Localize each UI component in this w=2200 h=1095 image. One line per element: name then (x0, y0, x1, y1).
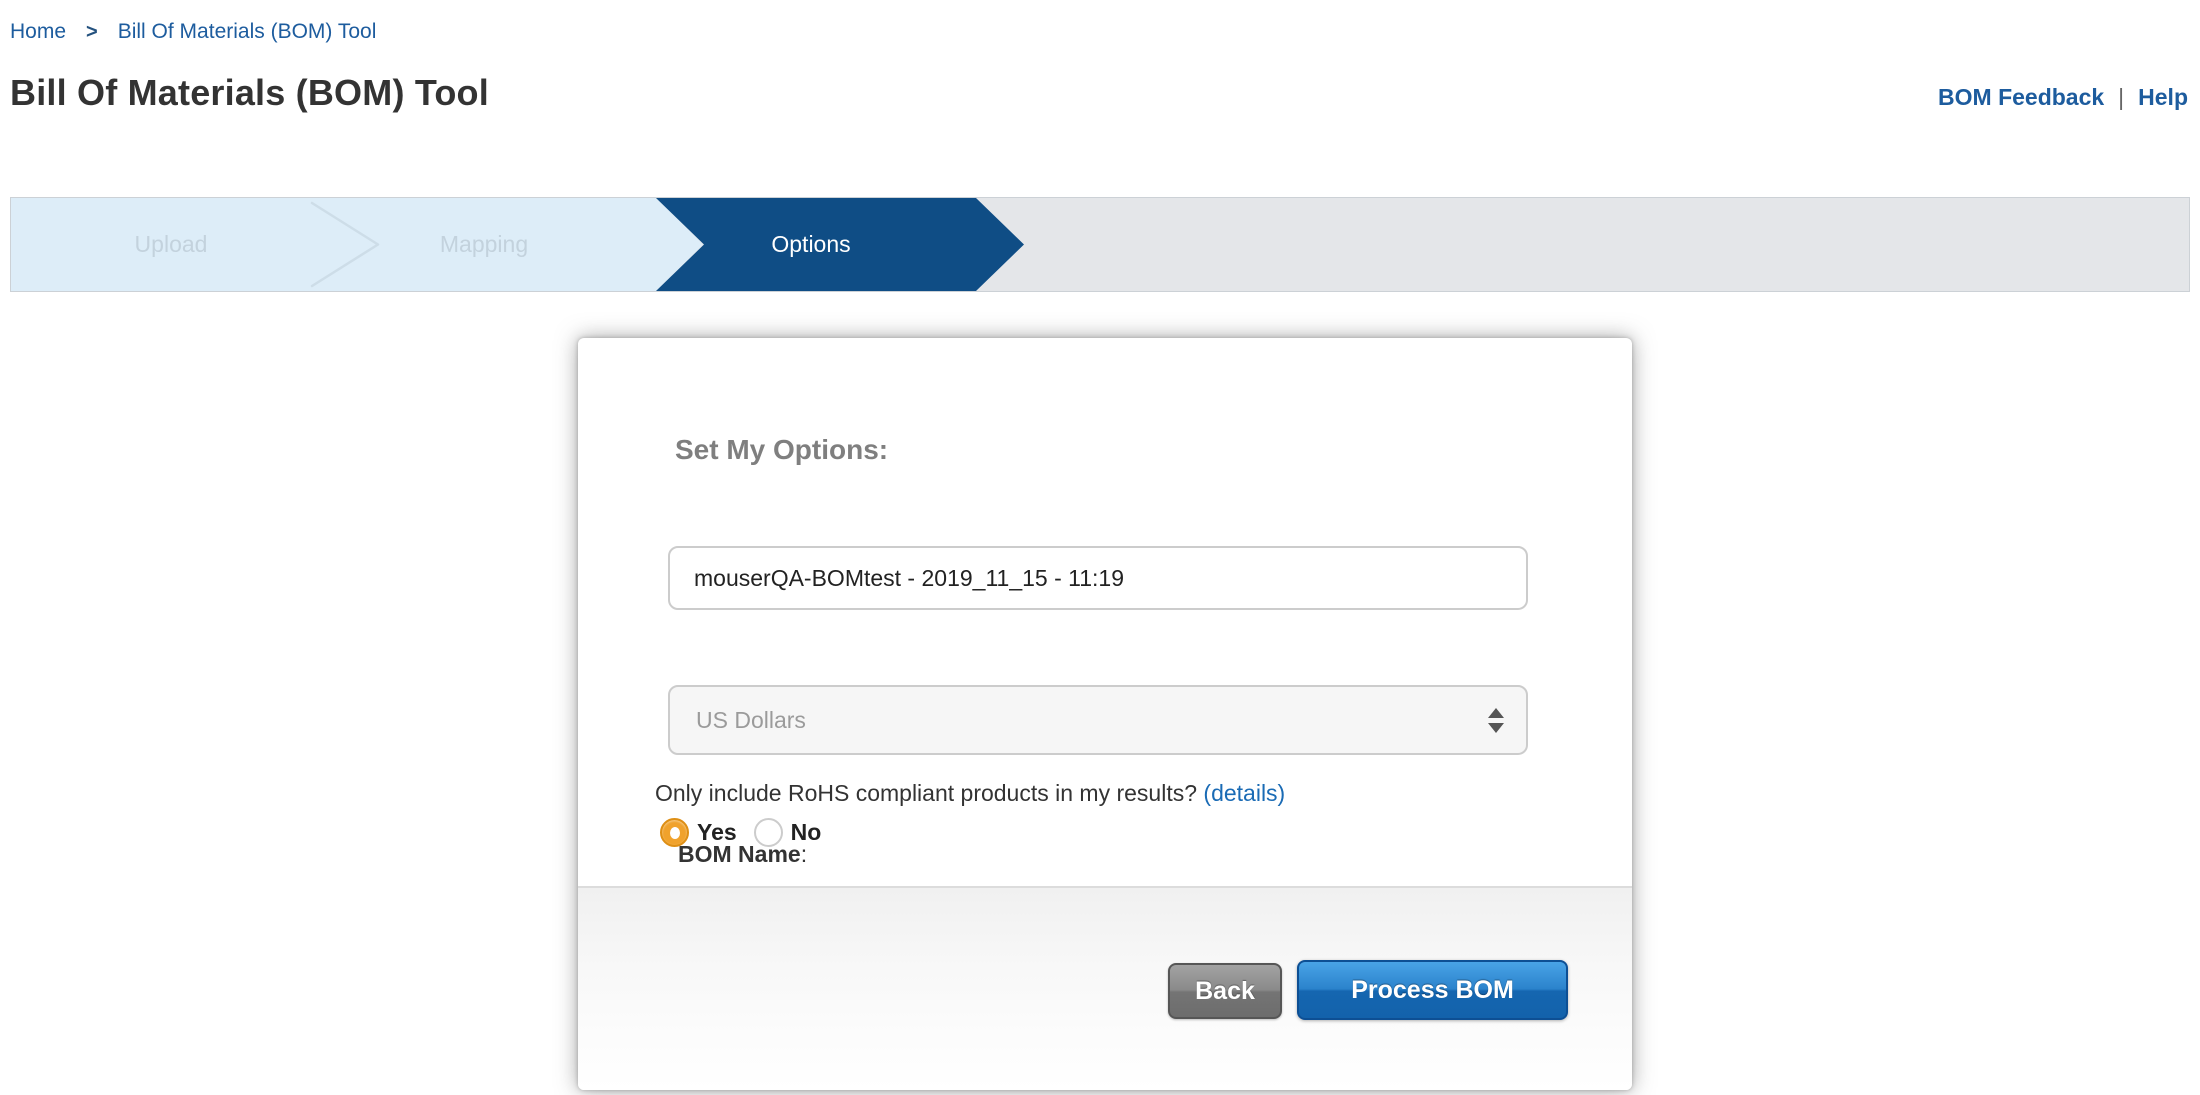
bom-name-input[interactable] (668, 546, 1528, 610)
rohs-no-radio[interactable] (753, 818, 783, 847)
wizard-chevron-divider-icon (310, 201, 380, 288)
breadcrumb-separator: > (86, 20, 98, 43)
rohs-yes-radio[interactable] (660, 818, 689, 847)
rohs-radio-group: Yes No (660, 818, 821, 847)
bom-feedback-link[interactable]: BOM Feedback (1938, 84, 2105, 110)
set-options-modal: Set My Options: BOM Name: Currency: US D… (578, 338, 1632, 1090)
modal-heading: Set My Options: (675, 434, 889, 465)
process-bom-button[interactable]: Process BOM (1297, 960, 1568, 1020)
select-arrows-icon (1488, 707, 1504, 733)
rohs-yes-label[interactable]: Yes (697, 819, 737, 845)
back-button[interactable]: Back (1168, 963, 1282, 1019)
wizard-step-mapping[interactable]: Mapping (439, 231, 529, 257)
wizard-progress-bar: Upload Mapping Options (10, 197, 2190, 292)
links-divider: | (2118, 84, 2125, 110)
wizard-inactive-segment (11, 198, 703, 291)
header-links: BOM Feedback | Help (1938, 84, 2188, 111)
help-link[interactable]: Help (2138, 84, 2188, 110)
currency-selected-value: US Dollars (696, 706, 806, 733)
rohs-question: Only include RoHS compliant products in … (655, 780, 1286, 806)
breadcrumb-current-link[interactable]: Bill Of Materials (BOM) Tool (117, 20, 377, 43)
bom-name-label: BOM Name: (678, 841, 808, 867)
breadcrumb-home-link[interactable]: Home (10, 20, 67, 43)
rohs-details-link[interactable]: (details) (1203, 780, 1286, 806)
breadcrumb: Home > Bill Of Materials (BOM) Tool (10, 20, 376, 44)
rohs-no-label[interactable]: No (790, 819, 822, 845)
modal-footer-divider (578, 886, 1632, 888)
wizard-step-upload[interactable]: Upload (134, 231, 208, 257)
page-title: Bill Of Materials (BOM) Tool (10, 72, 489, 113)
wizard-active-arrow (656, 198, 1024, 291)
wizard-step-options[interactable]: Options (771, 231, 851, 257)
currency-select[interactable]: US Dollars (668, 685, 1528, 755)
